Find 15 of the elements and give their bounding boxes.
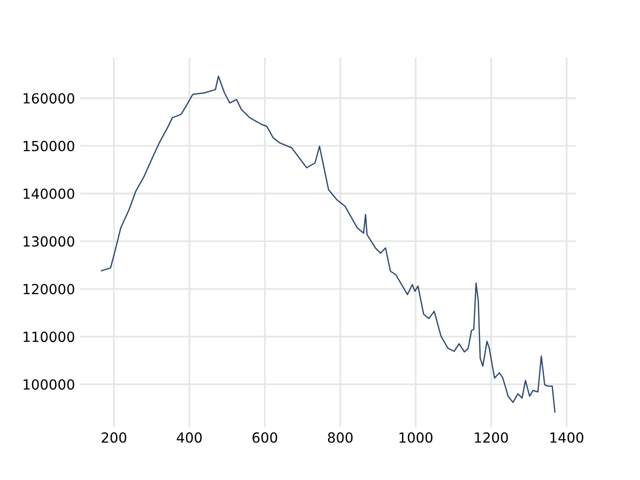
y-tick-label: 110000 [24, 332, 74, 342]
line-series [100, 76, 556, 413]
x-tick-label: 1200 [474, 432, 508, 443]
y-tick-label: 160000 [24, 93, 74, 104]
y-tick-label: 100000 [24, 379, 74, 390]
x-tick-label: 200 [102, 432, 126, 443]
y-tick-label: 130000 [24, 236, 74, 247]
x-tick-label: 1400 [550, 432, 584, 443]
y-tick-label: 120000 [24, 284, 74, 294]
x-tick-label: 600 [252, 432, 278, 443]
y-tick-label: 150000 [24, 140, 74, 152]
y-tick-label: 140000 [24, 188, 74, 199]
x-tick-label: 1000 [400, 432, 432, 443]
x-tick-label: 400 [176, 432, 202, 443]
x-tick-label: 800 [328, 432, 353, 443]
